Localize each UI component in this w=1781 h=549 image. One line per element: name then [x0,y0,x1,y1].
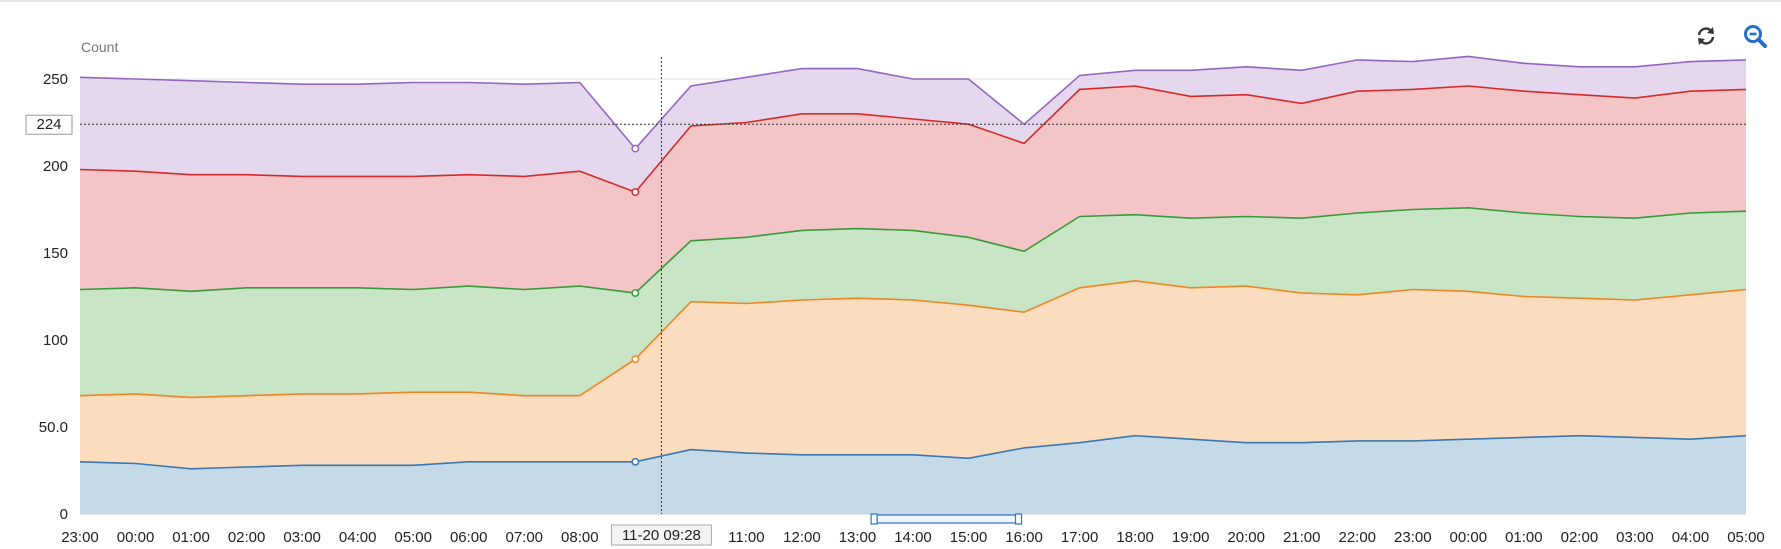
x-tick-label: 01:00 [1505,529,1543,546]
refresh-button[interactable] [1692,22,1720,50]
y-axis: 0 50.0 100 150 200 250 [39,71,68,523]
crosshair-x-label: 11-20 09:28 [622,527,701,544]
x-tick-label: 12:00 [783,529,821,546]
series-areas [80,56,1746,514]
x-tick-label: 23:00 [61,529,99,546]
x-tick-label: 00:00 [1450,529,1488,546]
x-tick-label: 02:00 [1561,529,1599,546]
x-tick-label: 11:00 [728,529,764,546]
x-tick-label: 13:00 [839,529,877,546]
crosshair-y-box [25,114,73,135]
highlight-marker-2 [631,289,640,297]
series-line-0[interactable] [79,434,1747,470]
series-area-1 [80,280,1746,469]
brush-selection[interactable] [873,514,1020,524]
highlight-markers [631,144,640,466]
x-tick-label: 04:00 [339,529,377,546]
x-tick-label: 16:00 [1005,529,1043,546]
x-tick-label: 15:00 [950,529,988,546]
x-tick-label: 06:00 [450,529,488,546]
zoom-button[interactable] [1741,22,1769,50]
x-tick-label: 20:00 [1227,529,1265,546]
top-border [0,0,1781,2]
zoom-brush [870,513,1023,525]
highlight-marker-1 [631,355,640,364]
x-tick-label: 03:00 [1616,529,1654,546]
x-tick-label: 04:00 [1672,529,1710,546]
crosshair-x-box [610,524,712,546]
x-tick-label: 00:00 [117,529,155,546]
series-line-1[interactable] [79,279,1747,399]
refresh-icon [1697,27,1715,45]
x-tick-label: 01:00 [172,529,210,546]
crosshair: 224 11-20 09:28 [25,57,1746,546]
series-area-4 [80,56,1746,193]
brush-handle-left[interactable] [870,513,878,525]
x-tick-label: 17:00 [1061,529,1099,546]
x-tick-label: 18:00 [1116,529,1154,546]
y-tick-label: 100 [43,332,68,349]
x-tick-label: 21:00 [1283,529,1321,546]
x-tick-label: 05:00 [394,529,432,546]
y-tick-label: 200 [43,158,68,175]
brush-handle-right[interactable] [1014,513,1023,525]
highlight-marker-0 [631,457,640,466]
y-tick-label: 0 [60,506,68,523]
series-line-3[interactable] [79,85,1747,194]
x-tick-label: 22:00 [1338,529,1376,546]
y-axis-label: Count [81,39,118,55]
x-tick-label: 05:00 [1727,529,1765,546]
x-tick-label: 19:00 [1172,529,1210,546]
y-tick-label: 250 [43,71,68,88]
x-tick-label: 23:00 [1394,529,1432,546]
highlight-marker-4 [631,144,640,153]
x-tick-label: 03:00 [283,529,321,546]
x-tick-label: 08:00 [561,529,599,546]
series-lines [79,55,1747,470]
highlight-marker-3 [631,188,640,197]
zoom-icon [1744,25,1767,48]
x-tick-label: 07:00 [505,529,543,546]
crosshair-y-label: 224 [36,116,61,133]
series-area-2 [80,207,1746,398]
x-tick-label: 02:00 [228,529,266,546]
series-line-2[interactable] [79,206,1747,294]
series-area-3 [80,86,1746,293]
y-tick-label: 150 [43,245,68,262]
x-axis: 23:00 00:00 01:00 02:00 03:00 04:00 05:00 06:00… [61,529,1765,546]
y-tick-label: 50.0 [39,419,68,436]
series-line-4[interactable] [79,55,1747,150]
series-area-0 [80,435,1746,514]
x-tick-label: 14:00 [894,529,932,546]
